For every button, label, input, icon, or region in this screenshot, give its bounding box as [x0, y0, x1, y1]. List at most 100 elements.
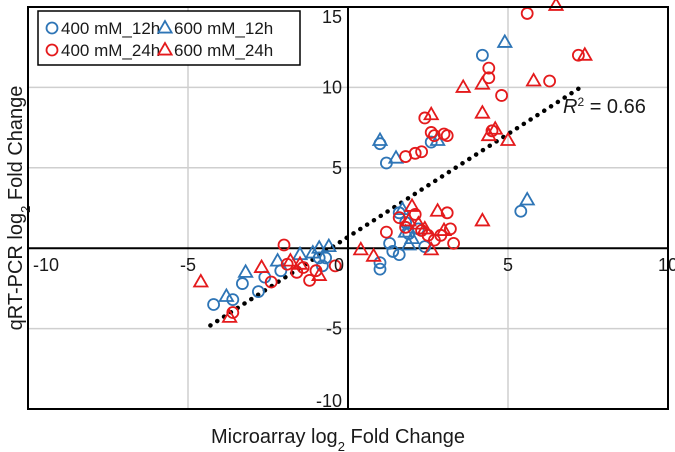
x-axis-title-subscript: 2 [338, 439, 345, 452]
data-point [486, 120, 504, 135]
data-point [371, 131, 389, 146]
x-tick-label: -5 [180, 255, 196, 275]
data-point [291, 255, 309, 270]
data-point [392, 248, 406, 262]
data-point [310, 239, 328, 254]
legend-marker-triangle-icon [156, 41, 174, 56]
y-axis-title: qRT-PCR log2 Fold Change [5, 86, 33, 331]
r2-symbol: R [563, 96, 577, 118]
trendline [208, 84, 584, 328]
data-point [310, 266, 328, 281]
data-point [253, 258, 270, 273]
data-point [514, 204, 528, 218]
data-point [547, 0, 565, 11]
data-point [410, 215, 427, 230]
data-point [475, 48, 489, 62]
regression-line [208, 84, 584, 328]
y-tick-label: 5 [332, 158, 342, 178]
data-point [418, 111, 432, 125]
data-point [392, 211, 406, 225]
data-point [365, 247, 382, 262]
series-600-mm_24h [192, 0, 594, 323]
tick-labels: -10 -5 0 5 10 -10 -5 5 10 15 [33, 7, 675, 411]
legend-marker-triangle-icon [156, 19, 174, 34]
x-tick-label: 0 [334, 255, 344, 275]
data-point [403, 229, 421, 245]
x-axis-title-rest: Fold Change [345, 426, 465, 448]
plot-border [27, 6, 669, 410]
data-point [218, 287, 235, 302]
x-tick-label: 5 [503, 255, 513, 275]
data-point [429, 202, 446, 217]
axes [28, 7, 668, 409]
data-point [408, 146, 422, 160]
data-point [304, 244, 322, 259]
data-point [221, 308, 238, 323]
data-point [373, 256, 387, 270]
data-point [496, 33, 514, 48]
data-point [226, 306, 240, 319]
data-point [192, 273, 210, 288]
legend-label: 400 mM_24h [61, 41, 160, 60]
y-axis-title-rest: Fold Change [5, 86, 27, 206]
data-point [572, 48, 585, 62]
y-tick-label: -10 [316, 391, 342, 411]
data-point [400, 212, 418, 227]
legend-box [37, 10, 301, 66]
data-point [328, 259, 342, 273]
data-point [403, 197, 421, 212]
legend-marker-circle-icon [45, 21, 59, 35]
legend-label: 600 mM_12h [174, 19, 273, 38]
data-point [543, 74, 556, 88]
data-point [373, 262, 387, 276]
y-tick-label: 15 [322, 7, 342, 27]
y-tick-label: 10 [322, 77, 342, 97]
data-point [226, 293, 240, 307]
data-point [269, 252, 286, 267]
data-point [474, 75, 491, 90]
data-point [485, 124, 499, 138]
data-point [418, 240, 432, 253]
data-point [237, 263, 254, 278]
data-point [495, 89, 509, 102]
data-point [474, 212, 491, 227]
legend-label: 600 mM_24h [174, 41, 273, 60]
data-point [422, 241, 440, 256]
data-point [291, 245, 309, 261]
data-point [440, 129, 454, 143]
legend-items: 400 mM_12h 600 mM_12h 400 mM_24h 600 mM_24h [45, 19, 273, 60]
x-axis-title-main: Microarray log [211, 426, 338, 448]
x-tick-label: 10 [658, 255, 675, 275]
data-point [518, 191, 536, 206]
r2-superscript: 2 [577, 95, 584, 109]
y-axis-title-main: qRT-PCR log [5, 213, 27, 330]
data-point [282, 252, 299, 267]
r2-value: = 0.66 [584, 96, 646, 118]
data-point [435, 221, 453, 236]
data-points [192, 0, 594, 323]
data-point [424, 135, 438, 149]
data-point [482, 61, 496, 75]
data-point [474, 104, 491, 119]
data-point [379, 225, 393, 239]
data-point [424, 126, 438, 139]
legend-label: 400 mM_12h [61, 19, 160, 38]
data-point [399, 220, 413, 234]
data-point [427, 129, 441, 143]
data-point [235, 277, 249, 290]
data-point [207, 298, 221, 311]
data-point [352, 241, 370, 256]
data-point [309, 264, 323, 278]
x-tick-label: -10 [33, 255, 59, 275]
y-tick-label: -5 [326, 319, 342, 339]
legend: 400 mM_12h 600 mM_12h 400 mM_24h 600 mM_24h [37, 10, 301, 66]
x-axis-title: Microarray log2 Fold Change [211, 426, 465, 452]
data-point [525, 72, 542, 87]
data-point [383, 236, 397, 250]
data-point [415, 145, 429, 159]
data-point [447, 236, 461, 250]
data-point [386, 245, 400, 258]
data-point [422, 105, 440, 121]
data-point [264, 275, 278, 289]
